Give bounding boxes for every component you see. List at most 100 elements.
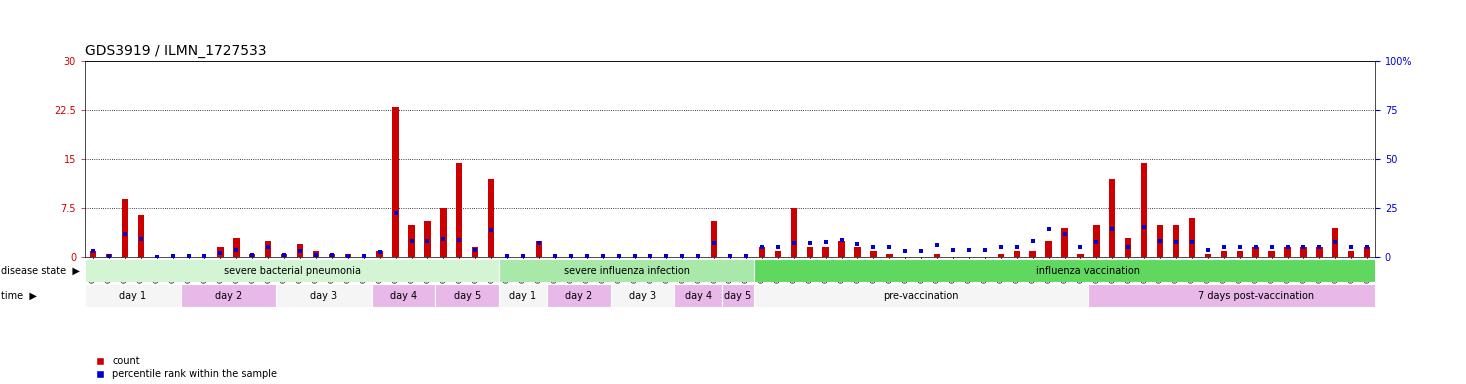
Point (512, 253, 535, 259)
Bar (217, 248, 224, 257)
Point (1101, 226, 1124, 232)
Bar (312, 251, 320, 257)
Bar (1045, 241, 1051, 257)
Point (639, 253, 663, 259)
Point (496, 253, 519, 259)
Bar (1029, 251, 1036, 257)
Bar (1013, 251, 1020, 257)
Point (1053, 231, 1076, 237)
Point (273, 252, 296, 258)
Point (591, 253, 614, 259)
Point (1340, 245, 1363, 251)
Bar (435, 284, 498, 307)
Point (1164, 238, 1187, 245)
Bar (998, 254, 1004, 257)
Bar (1124, 238, 1132, 257)
Bar (424, 221, 431, 257)
Point (607, 253, 630, 259)
Bar (806, 248, 812, 257)
Point (542, 253, 566, 259)
Bar (89, 251, 97, 257)
Bar (1236, 251, 1243, 257)
Point (145, 254, 169, 260)
Bar (265, 241, 271, 257)
Point (575, 253, 598, 259)
Point (1196, 247, 1220, 253)
Bar (393, 107, 399, 257)
Bar (1078, 254, 1083, 257)
Point (862, 243, 885, 250)
Bar (1221, 251, 1227, 257)
Text: day 4: day 4 (685, 291, 712, 301)
Bar (1300, 248, 1306, 257)
Point (416, 238, 440, 244)
Point (463, 247, 487, 253)
Point (129, 236, 152, 242)
Point (1275, 245, 1299, 251)
Point (224, 247, 248, 253)
Point (240, 252, 264, 258)
Bar (759, 248, 765, 257)
Text: day 5: day 5 (724, 291, 752, 301)
Point (384, 210, 408, 216)
Text: influenza vaccination: influenza vaccination (1036, 266, 1141, 276)
Bar (871, 251, 877, 257)
Bar (1173, 225, 1179, 257)
Bar (1205, 254, 1211, 257)
Point (289, 248, 312, 255)
Point (878, 245, 902, 251)
Point (702, 240, 726, 246)
Bar (328, 254, 336, 257)
Bar (180, 284, 276, 307)
Point (767, 245, 790, 251)
Point (718, 253, 742, 259)
Point (1292, 243, 1315, 250)
Bar (754, 259, 1423, 282)
Point (1180, 238, 1204, 245)
Bar (85, 284, 180, 307)
Bar (547, 284, 611, 307)
Point (751, 245, 774, 251)
Text: disease state  ▶: disease state ▶ (1, 266, 81, 276)
Point (208, 250, 232, 257)
Point (670, 253, 693, 259)
Bar (535, 241, 542, 257)
Bar (1284, 248, 1290, 257)
Point (894, 248, 918, 255)
Point (1132, 224, 1155, 230)
Point (1324, 238, 1347, 245)
Bar (498, 259, 754, 282)
Bar (774, 251, 781, 257)
Text: day 1: day 1 (119, 291, 147, 301)
Bar (885, 254, 893, 257)
Text: 7 days post-vaccination: 7 days post-vaccination (1198, 291, 1314, 301)
Bar (249, 254, 255, 257)
Bar (276, 284, 372, 307)
Bar (1268, 251, 1275, 257)
Point (655, 253, 679, 259)
Bar (345, 254, 350, 257)
Point (113, 231, 136, 237)
Text: severe influenza infection: severe influenza infection (563, 266, 689, 276)
Bar (611, 284, 674, 307)
Point (814, 238, 837, 245)
Text: day 2: day 2 (214, 291, 242, 301)
Bar (456, 163, 462, 257)
Point (1148, 238, 1171, 244)
Point (528, 240, 551, 246)
Bar (790, 208, 798, 257)
Bar (754, 284, 1088, 307)
Text: time  ▶: time ▶ (1, 291, 37, 301)
Point (1117, 243, 1141, 250)
Text: day 2: day 2 (564, 291, 592, 301)
Point (973, 247, 997, 253)
Point (305, 252, 328, 258)
Text: day 3: day 3 (629, 291, 655, 301)
Point (352, 253, 375, 259)
Point (1006, 245, 1029, 251)
Text: day 1: day 1 (510, 291, 537, 301)
Bar (488, 179, 494, 257)
Bar (498, 284, 547, 307)
Bar (855, 248, 861, 257)
Point (941, 247, 965, 253)
